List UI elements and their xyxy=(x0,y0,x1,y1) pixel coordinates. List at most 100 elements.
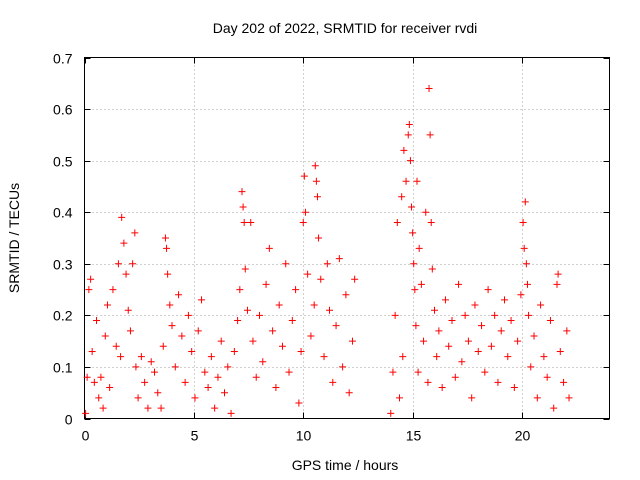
data-point xyxy=(265,244,273,252)
data-point xyxy=(348,337,356,345)
data-point xyxy=(221,389,228,397)
data-point xyxy=(85,286,93,294)
data-point xyxy=(517,291,525,299)
data-point xyxy=(471,301,479,309)
data-point xyxy=(461,311,469,319)
data-point xyxy=(83,373,91,381)
data-point xyxy=(234,317,242,325)
data-point xyxy=(106,384,114,392)
x-tick-label: 15 xyxy=(406,428,422,444)
data-point xyxy=(487,342,495,350)
data-point xyxy=(191,394,199,402)
data-point xyxy=(147,358,155,366)
data-point xyxy=(299,219,307,227)
data-point xyxy=(171,363,179,371)
data-point xyxy=(159,342,167,350)
data-point xyxy=(320,353,328,361)
data-point xyxy=(144,404,152,412)
data-point xyxy=(342,291,350,299)
data-point xyxy=(329,378,337,386)
x-axis-label: GPS time / hours xyxy=(292,457,399,473)
data-point xyxy=(114,260,122,268)
data-point xyxy=(252,373,260,381)
data-point xyxy=(494,378,502,386)
data-point xyxy=(211,404,219,412)
data-point xyxy=(227,409,235,417)
data-point xyxy=(393,219,401,227)
data-point xyxy=(345,389,353,397)
y-tick-labels: 0 0.1 0.2 0.3 0.4 0.5 0.6 0.7 xyxy=(53,51,73,428)
data-point xyxy=(398,193,406,201)
data-point xyxy=(565,394,573,402)
data-point xyxy=(417,280,425,288)
data-point xyxy=(184,311,192,319)
x-tick-label: 20 xyxy=(515,428,531,444)
data-point xyxy=(178,332,186,340)
data-point xyxy=(424,378,432,386)
x-tick-label: 10 xyxy=(296,428,312,444)
y-tick-label: 0.7 xyxy=(53,51,73,67)
data-point xyxy=(214,373,222,381)
data-point xyxy=(317,275,325,283)
data-point xyxy=(326,306,333,314)
data-point xyxy=(425,84,433,92)
chart-title: Day 202 of 2022, SRMTID for receiver rvd… xyxy=(213,20,478,36)
data-point xyxy=(97,373,105,381)
data-point xyxy=(550,404,558,412)
data-point xyxy=(262,280,270,288)
data-point xyxy=(504,353,512,361)
data-point xyxy=(406,157,414,165)
data-point xyxy=(414,368,422,376)
data-point xyxy=(288,317,296,325)
data-point xyxy=(95,394,103,402)
data-point xyxy=(510,384,518,392)
data-point xyxy=(90,378,98,386)
data-point xyxy=(563,327,571,335)
data-point xyxy=(103,301,111,309)
data-point xyxy=(501,296,508,304)
data-point xyxy=(399,353,407,361)
data-point xyxy=(168,322,176,330)
data-point xyxy=(129,260,137,268)
data-point xyxy=(448,317,456,325)
data-point xyxy=(530,332,538,340)
data-point xyxy=(297,347,305,355)
data-point xyxy=(543,373,551,381)
data-point xyxy=(431,306,438,314)
data-point xyxy=(396,394,403,402)
data-point xyxy=(141,378,149,386)
data-point xyxy=(537,301,545,309)
data-point xyxy=(335,255,343,263)
data-point xyxy=(458,358,466,366)
data-point xyxy=(405,121,413,129)
data-point xyxy=(307,332,315,340)
data-point xyxy=(275,301,283,309)
data-point xyxy=(415,244,423,252)
grid xyxy=(84,57,610,419)
data-point xyxy=(87,275,95,283)
data-point xyxy=(181,378,189,386)
data-point xyxy=(112,342,120,350)
data-point xyxy=(523,280,531,288)
data-point xyxy=(134,394,142,402)
x-tick-label: 5 xyxy=(191,428,199,444)
data-point xyxy=(451,373,459,381)
data-point xyxy=(441,296,449,304)
data-point xyxy=(154,389,162,397)
y-axis-label: SRMTID / TECUs xyxy=(6,183,22,293)
data-point xyxy=(409,229,417,237)
data-point xyxy=(411,286,419,294)
data-point xyxy=(426,131,434,139)
data-point xyxy=(468,394,476,402)
data-point xyxy=(433,353,441,361)
data-point xyxy=(194,327,202,335)
data-point xyxy=(525,311,533,319)
data-point xyxy=(109,286,117,294)
data-point xyxy=(201,368,209,376)
data-point xyxy=(391,311,399,319)
data-point xyxy=(445,342,453,350)
data-point xyxy=(522,260,530,268)
data-point xyxy=(88,347,96,355)
data-point xyxy=(241,265,249,273)
